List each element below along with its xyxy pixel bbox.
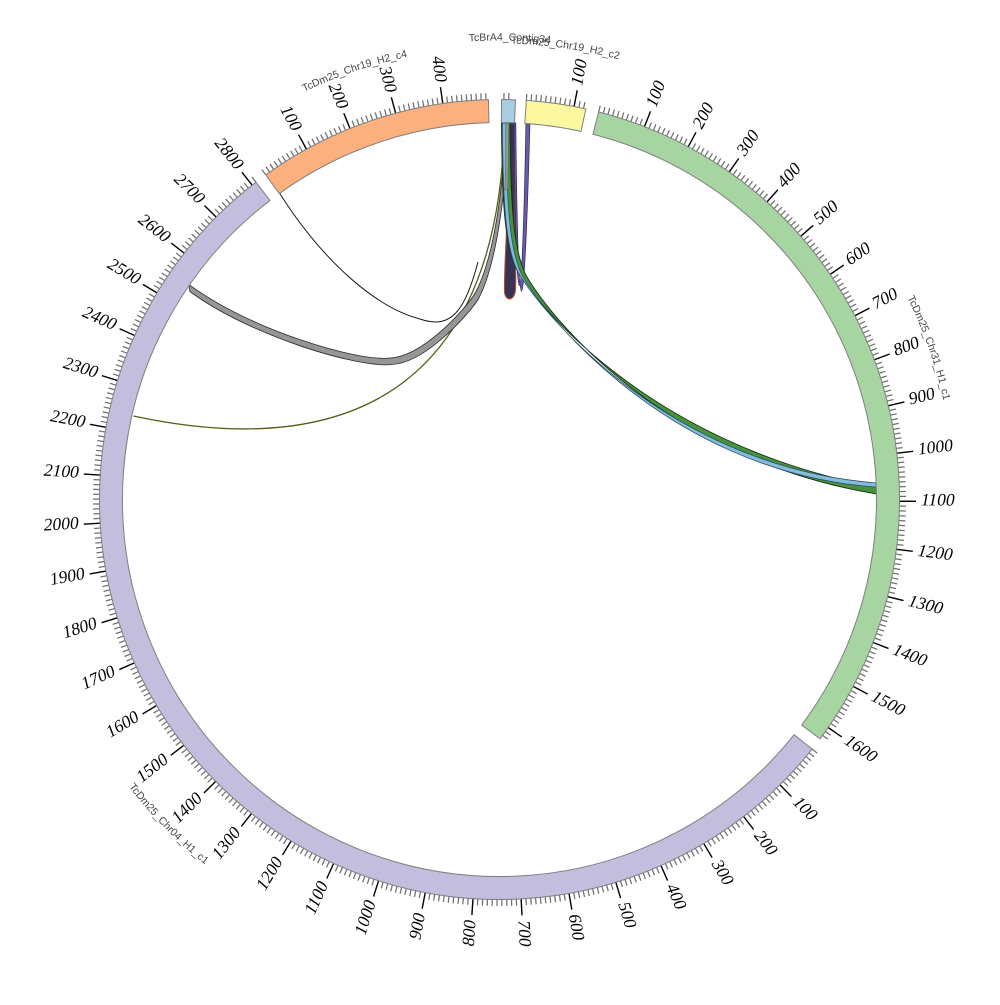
- svg-text:600: 600: [565, 913, 589, 943]
- svg-text:1100: 1100: [921, 489, 955, 509]
- svg-text:900: 900: [405, 911, 430, 941]
- svg-text:400: 400: [428, 55, 452, 84]
- svg-text:TcBrA4_Contig34: TcBrA4_Contig34: [468, 31, 551, 46]
- svg-text:1200: 1200: [917, 540, 954, 564]
- svg-text:2000: 2000: [43, 513, 79, 535]
- svg-text:700: 700: [514, 920, 535, 948]
- svg-text:2100: 2100: [43, 460, 79, 482]
- svg-text:800: 800: [458, 919, 480, 947]
- svg-text:1000: 1000: [917, 435, 954, 459]
- svg-text:100: 100: [566, 57, 591, 87]
